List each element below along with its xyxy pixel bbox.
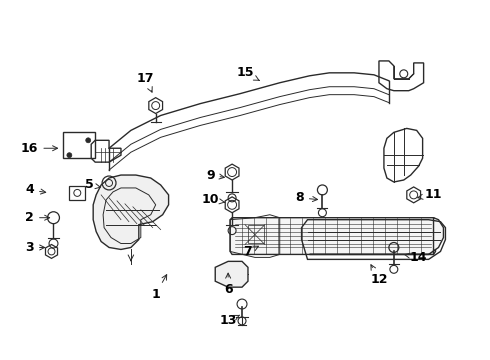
Text: 14: 14: [404, 251, 427, 264]
Text: 7: 7: [244, 245, 258, 258]
Text: 12: 12: [370, 265, 388, 286]
Text: 16: 16: [21, 142, 57, 155]
Polygon shape: [93, 175, 169, 249]
Text: 10: 10: [201, 193, 225, 206]
Circle shape: [86, 138, 91, 143]
Text: 1: 1: [151, 275, 167, 301]
Text: 3: 3: [25, 241, 45, 254]
Text: 8: 8: [295, 192, 318, 204]
Text: 9: 9: [206, 168, 224, 181]
Circle shape: [67, 153, 72, 158]
Text: 11: 11: [418, 188, 442, 201]
Polygon shape: [230, 218, 436, 255]
Text: 13: 13: [220, 314, 240, 327]
Text: 2: 2: [25, 211, 49, 224]
Bar: [70, 186, 85, 200]
Text: 4: 4: [25, 184, 46, 197]
Polygon shape: [215, 261, 248, 287]
Bar: [63, 132, 95, 158]
Text: 17: 17: [137, 72, 154, 92]
Text: 6: 6: [224, 273, 232, 296]
Polygon shape: [310, 218, 443, 255]
Text: 5: 5: [85, 179, 100, 192]
Text: 15: 15: [236, 66, 259, 80]
Bar: [248, 225, 264, 243]
